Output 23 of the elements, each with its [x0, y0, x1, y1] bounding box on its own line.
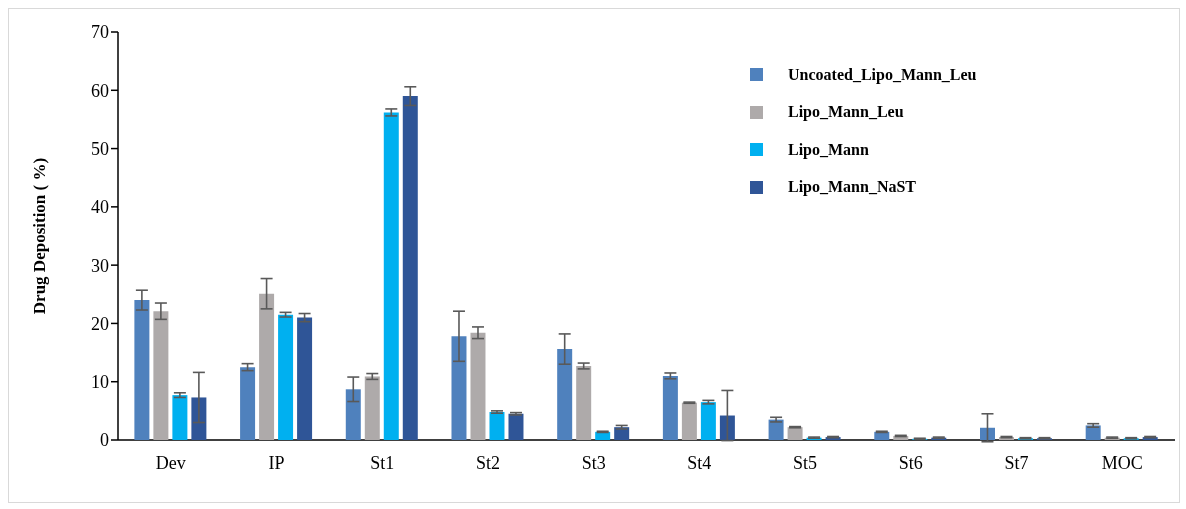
- x-tick-label: St3: [581, 452, 606, 473]
- legend-label: Lipo_Mann_NaST: [788, 178, 917, 197]
- y-tick-label: 50: [91, 138, 109, 159]
- x-tick-label: Dev: [155, 452, 186, 473]
- x-tick-label: St2: [475, 452, 500, 473]
- y-tick-label: 10: [91, 372, 109, 393]
- y-tick-label: 70: [91, 22, 109, 43]
- x-tick-label: St1: [370, 452, 395, 473]
- legend-label: Lipo_Mann_Leu: [788, 103, 904, 122]
- legend-label: Lipo_Mann: [788, 140, 869, 159]
- legend-label: Uncoated_Lipo_Mann_Leu: [788, 65, 977, 84]
- y-axis-title: Drug Deposition ( %): [29, 157, 49, 315]
- x-tick-label: IP: [268, 452, 285, 473]
- y-tick-label: 40: [91, 197, 109, 218]
- x-tick-label: St5: [793, 452, 818, 473]
- y-tick-label: 60: [91, 80, 109, 101]
- y-tick-label: 30: [91, 255, 109, 276]
- y-tick-label: 20: [91, 313, 109, 334]
- x-tick-label: St7: [1004, 452, 1029, 473]
- x-tick-label: St4: [687, 452, 712, 473]
- x-tick-label: MOC: [1101, 452, 1143, 473]
- x-tick-label: St6: [898, 452, 923, 473]
- y-tick-label: 0: [100, 430, 109, 451]
